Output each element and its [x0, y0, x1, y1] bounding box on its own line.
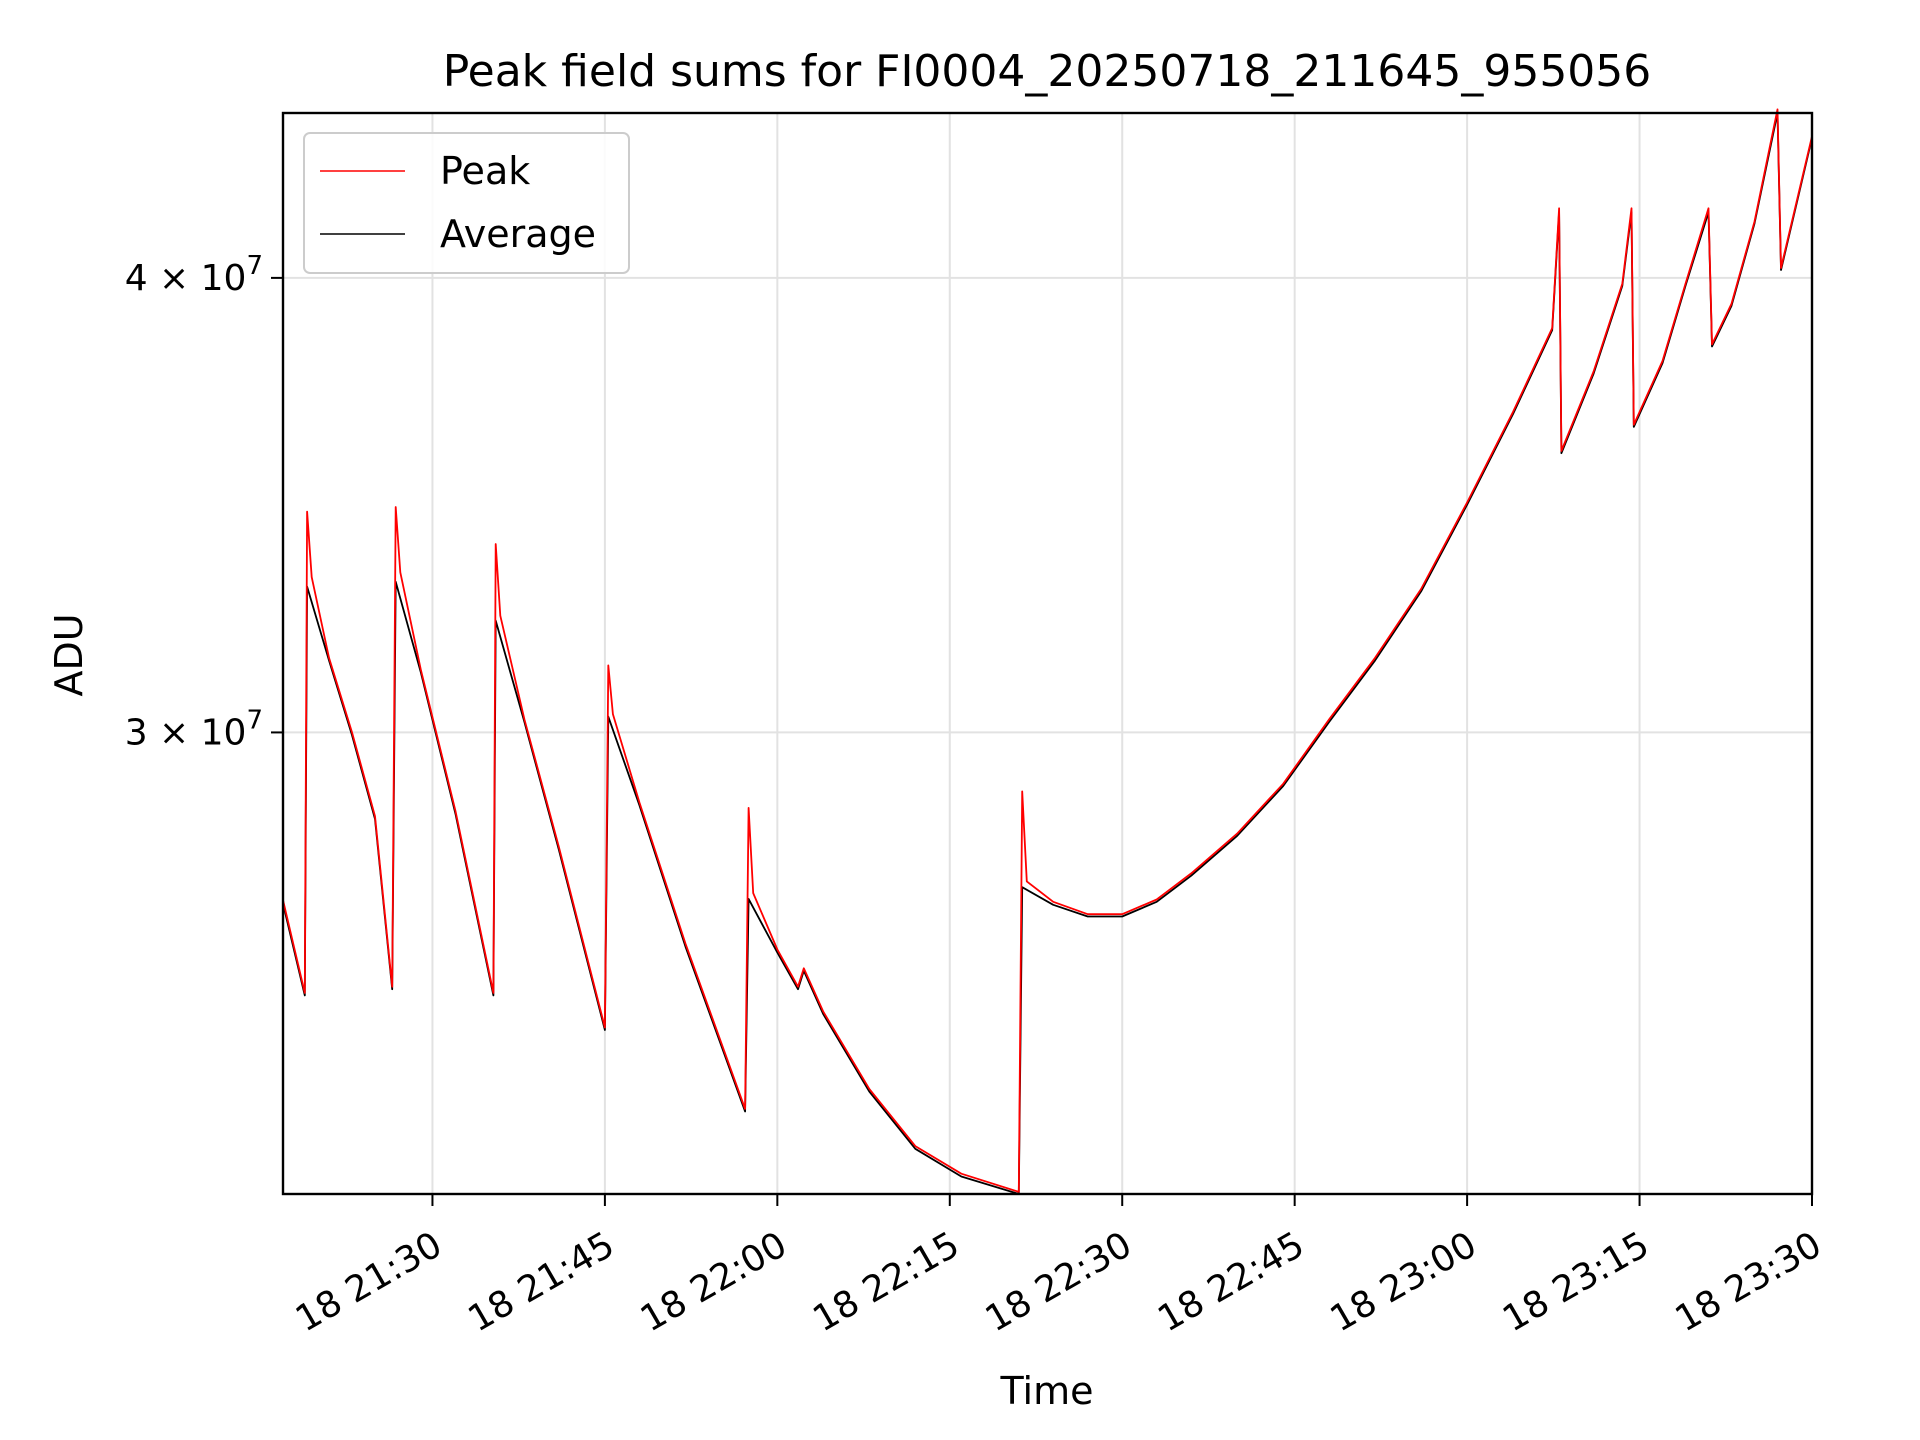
- y-tick-label: 3 × 107: [125, 705, 263, 753]
- plot-frame: [281, 111, 1814, 1196]
- series-lines: [282, 108, 1813, 1195]
- legend-box: [303, 132, 630, 274]
- legend-label-average: Average: [440, 212, 596, 256]
- legend: Peak Average: [303, 132, 630, 274]
- y-axis-label: ADU: [47, 613, 91, 696]
- chart-title: Peak field sums for FI0004_20250718_2116…: [443, 46, 1652, 97]
- x-axis-label: Time: [1000, 1369, 1094, 1413]
- legend-label-peak: Peak: [440, 149, 530, 193]
- series-line-peak: [282, 108, 1813, 1193]
- y-tick-label: 4 × 107: [125, 251, 263, 299]
